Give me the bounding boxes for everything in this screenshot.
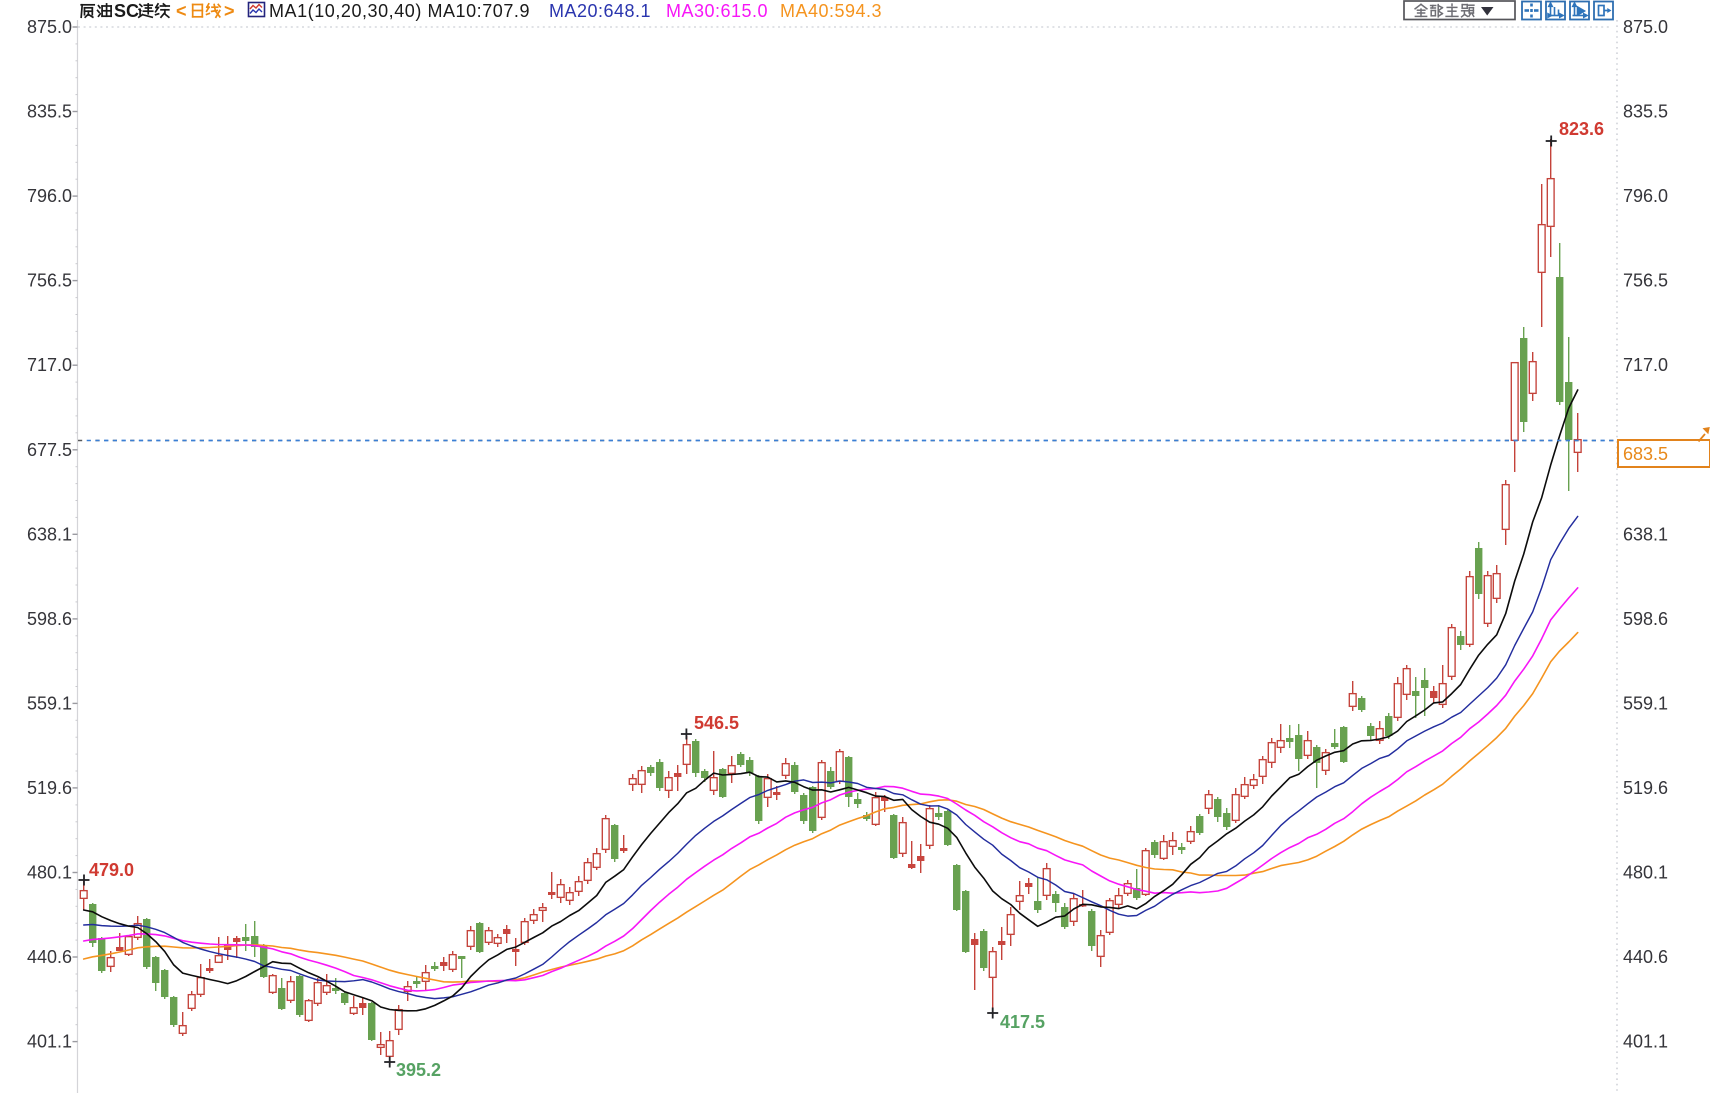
svg-text:796.0: 796.0 — [27, 186, 72, 206]
svg-text:440.6: 440.6 — [27, 947, 72, 967]
svg-text:835.5: 835.5 — [1623, 102, 1668, 122]
svg-text:401.1: 401.1 — [27, 1032, 72, 1052]
svg-text:SC: SC — [114, 1, 139, 21]
svg-text:756.5: 756.5 — [27, 271, 72, 291]
svg-text:401.1: 401.1 — [1623, 1032, 1668, 1052]
svg-text:MA30:615.0: MA30:615.0 — [666, 1, 768, 21]
svg-text:756.5: 756.5 — [1623, 271, 1668, 291]
svg-text:638.1: 638.1 — [27, 524, 72, 544]
svg-text:559.1: 559.1 — [27, 693, 72, 713]
svg-text:395.2: 395.2 — [396, 1060, 441, 1080]
svg-text:598.6: 598.6 — [27, 609, 72, 629]
svg-text:875.0: 875.0 — [27, 17, 72, 37]
svg-text:683.5: 683.5 — [1623, 444, 1668, 464]
svg-text:519.6: 519.6 — [1623, 778, 1668, 798]
svg-text:417.5: 417.5 — [1000, 1012, 1045, 1032]
svg-text:598.6: 598.6 — [1623, 609, 1668, 629]
svg-text:<: < — [176, 1, 187, 21]
svg-text:MA40:594.3: MA40:594.3 — [780, 1, 882, 21]
svg-text:546.5: 546.5 — [694, 713, 739, 733]
svg-text:519.6: 519.6 — [27, 778, 72, 798]
svg-text:823.6: 823.6 — [1559, 119, 1604, 139]
svg-text:677.5: 677.5 — [27, 440, 72, 460]
svg-text:717.0: 717.0 — [1623, 355, 1668, 375]
svg-text:796.0: 796.0 — [1623, 186, 1668, 206]
svg-text:835.5: 835.5 — [27, 102, 72, 122]
svg-text:440.6: 440.6 — [1623, 947, 1668, 967]
svg-text:479.0: 479.0 — [89, 860, 134, 880]
svg-text:717.0: 717.0 — [27, 355, 72, 375]
svg-text:MA1(10,20,30,40) MA10:707.9: MA1(10,20,30,40) MA10:707.9 — [269, 1, 530, 21]
svg-text:>: > — [224, 1, 235, 21]
svg-text:559.1: 559.1 — [1623, 693, 1668, 713]
svg-text:480.1: 480.1 — [27, 863, 72, 883]
svg-text:638.1: 638.1 — [1623, 524, 1668, 544]
svg-text:480.1: 480.1 — [1623, 863, 1668, 883]
svg-text:MA20:648.1: MA20:648.1 — [549, 1, 651, 21]
svg-text:875.0: 875.0 — [1623, 17, 1668, 37]
